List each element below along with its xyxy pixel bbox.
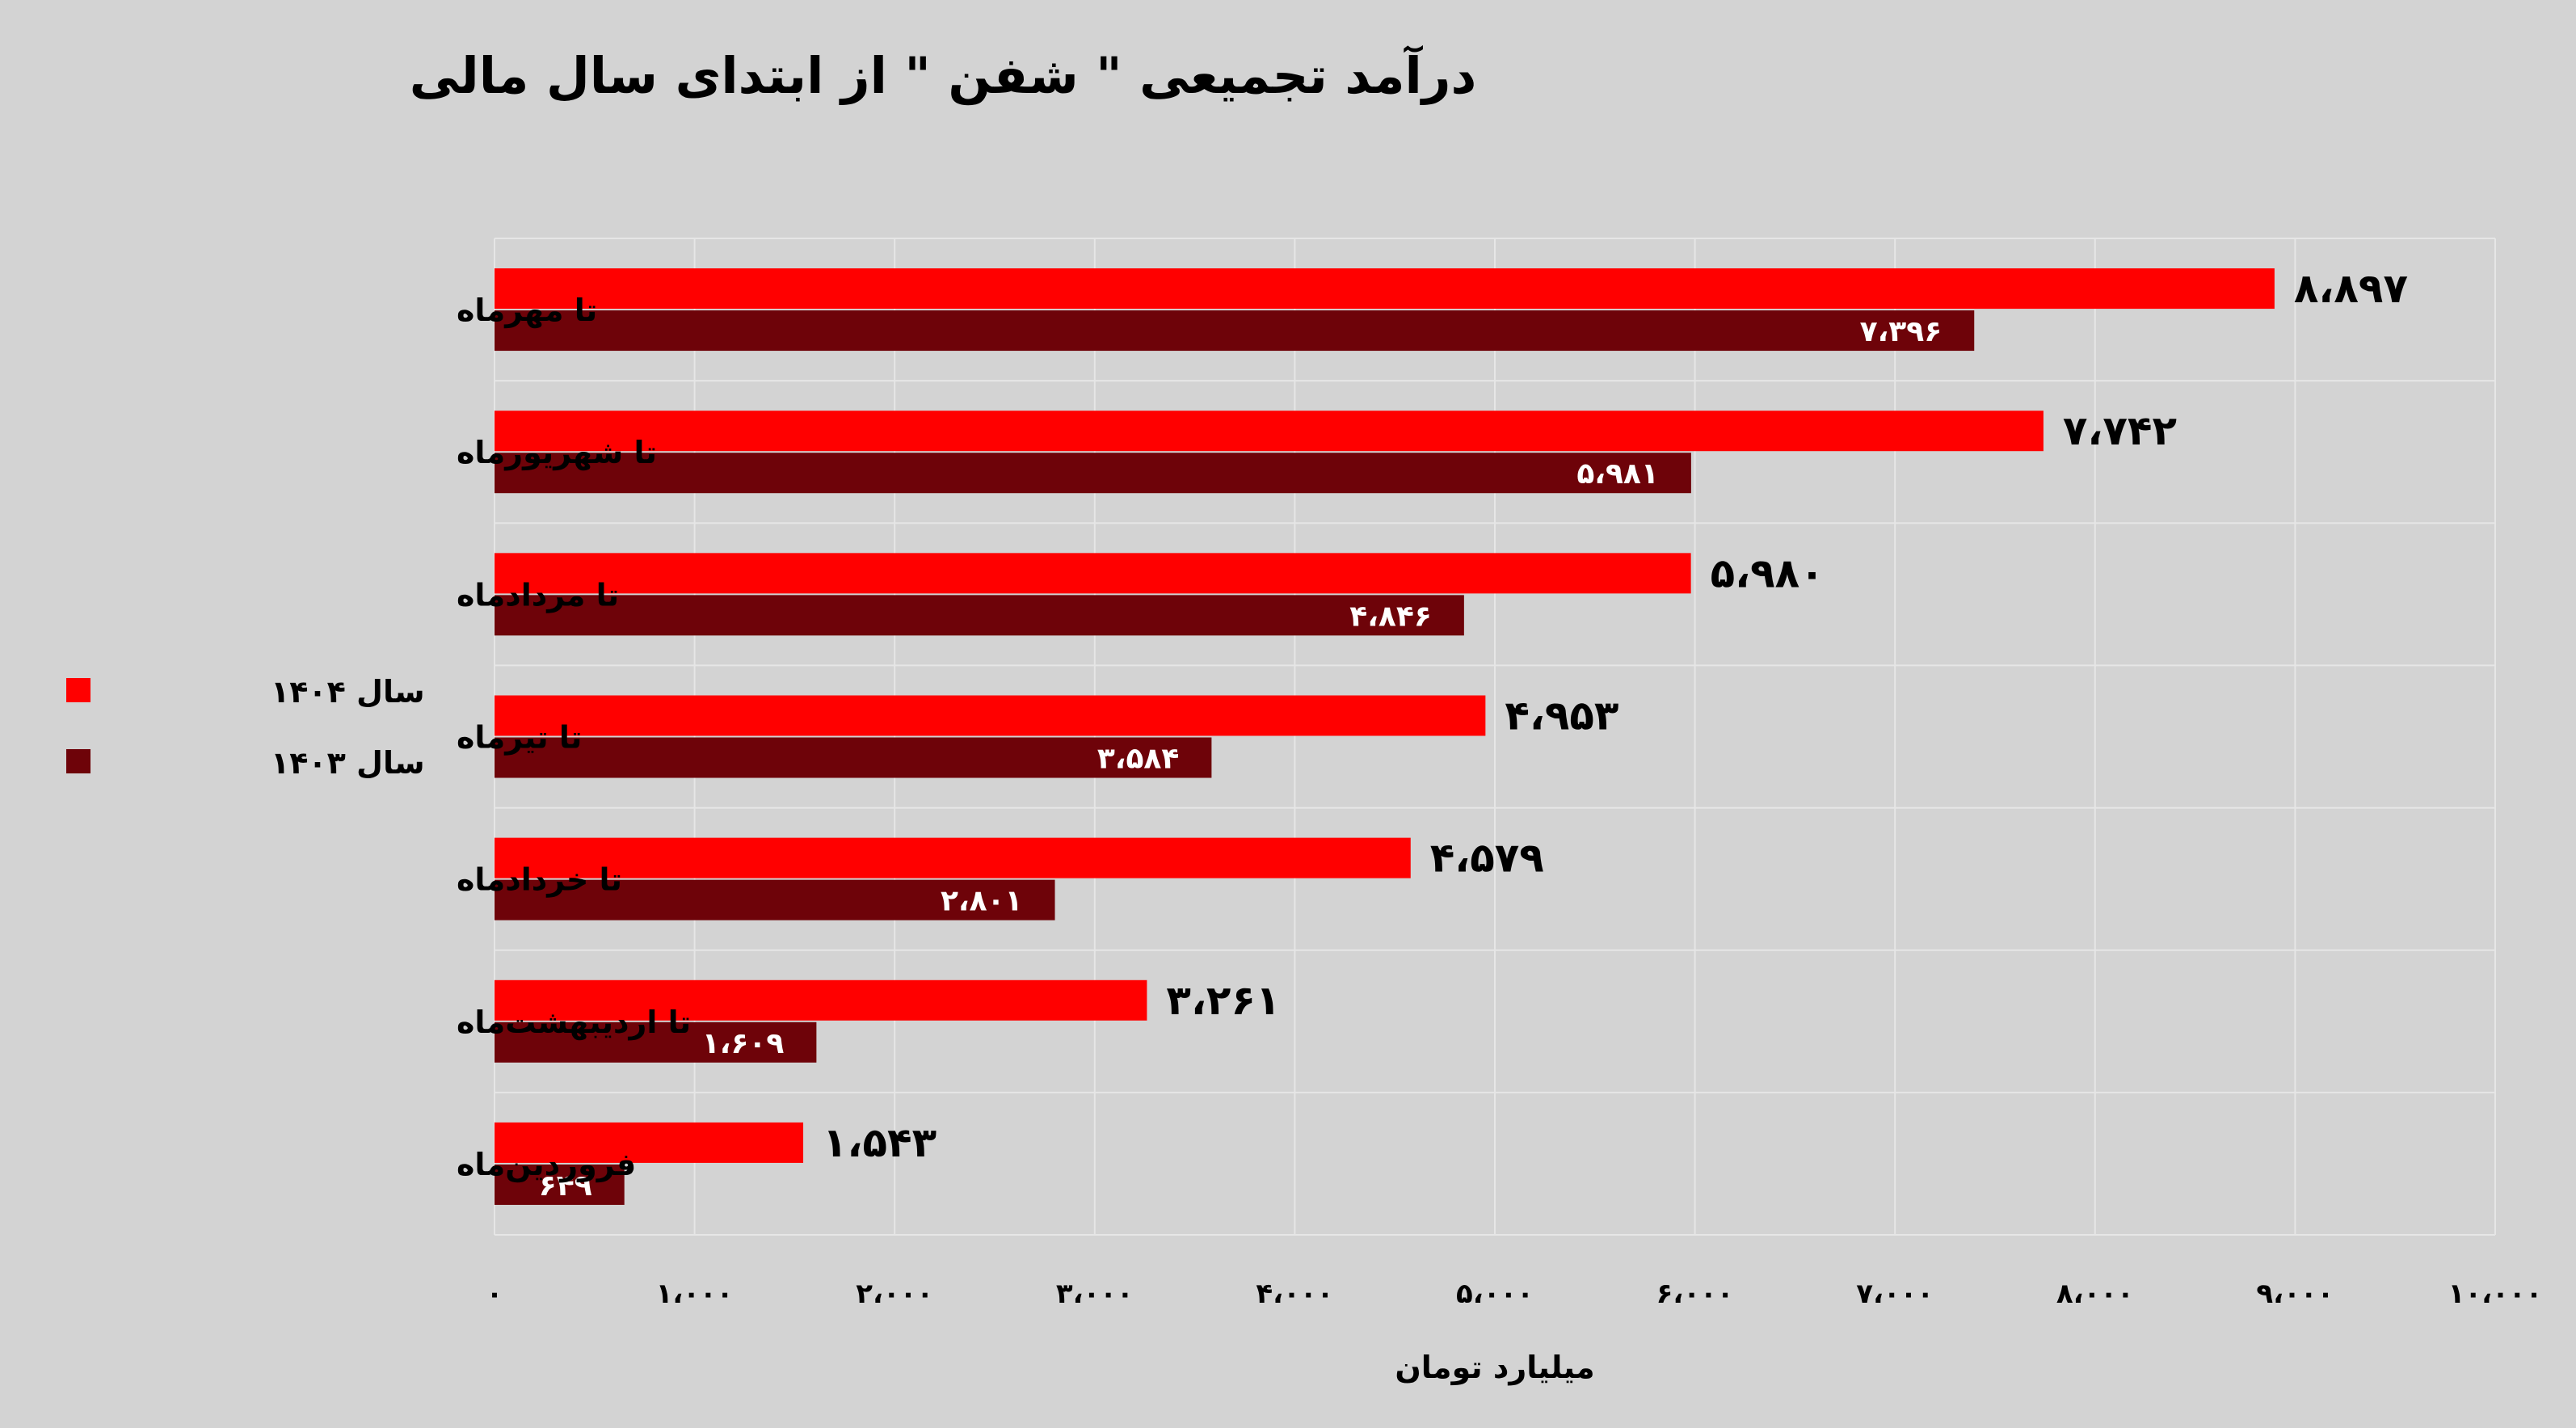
bar-1403-3 [495,737,1212,778]
category-label-0: تا مهرماه [457,293,597,328]
legend-label-0: سال ۱۴۰۴ [271,674,425,710]
data-label-1404-0: ۸،۸۹۷ [2294,265,2408,312]
chart-title: درآمد تجمیعی " شفن " از ابتدای سال مالی [410,44,1477,105]
x-tick-label-9: ۹،۰۰۰ [2256,1278,2334,1310]
category-label-5: تا اردیبهشت‌ماه [457,1005,691,1040]
data-labels: ۸،۸۹۷ ۷،۳۹۶ ۷،۷۴۲ ۵،۹۸۱ ۵،۹۸۰ ۴،۸۴۶ ۴،۹۵۳ ۳،۵۸۴… [539,265,2408,1203]
bar-1403-1 [495,453,1691,494]
bar-1404-1 [495,411,2044,452]
data-label-1404-5: ۳،۲۶۱ [1166,977,1280,1024]
x-tick-label-2: ۲،۰۰۰ [856,1278,933,1310]
category-label-3: تا تیرماه [457,720,582,756]
data-label-1403-6: ۶۴۹ [539,1169,592,1203]
grid-lines [494,238,2496,1236]
data-label-1403-4: ۲،۸۰۱ [941,885,1023,918]
data-label-1404-4: ۴،۵۷۹ [1430,835,1544,882]
x-axis-label: میلیارد تومان [1395,1350,1594,1385]
x-tick-label-5: ۵،۰۰۰ [1456,1278,1534,1310]
data-label-1404-6: ۱،۵۴۳ [823,1119,937,1166]
legend: سال ۱۴۰۴ سال ۱۴۰۳ [66,674,425,781]
data-label-1403-0: ۷،۳۹۶ [1860,315,1943,348]
x-axis-ticks: ۰ ۱،۰۰۰ ۲،۰۰۰ ۳،۰۰۰ ۴،۰۰۰ ۵،۰۰۰ ۶،۰۰۰ ۷،۰۰۰ ۸،۰۰… [486,1278,2543,1310]
x-tick-label-8: ۸،۰۰۰ [2056,1278,2134,1310]
category-label-2: تا مردادماه [457,577,619,613]
x-tick-label-10: ۱۰،۰۰۰ [2448,1278,2543,1310]
x-tick-label-1: ۱،۰۰۰ [656,1278,734,1310]
bar-1404-2 [495,553,1691,594]
bar-1403-5 [495,1022,817,1063]
bar-1404-3 [495,695,1486,736]
x-tick-label-6: ۶،۰۰۰ [1656,1278,1734,1310]
category-label-6: فروردین‌ماه [457,1147,636,1183]
category-label-1: تا شهریورماه [457,435,657,470]
legend-swatch-1 [66,749,90,773]
data-label-1403-3: ۳،۵۸۴ [1097,743,1180,776]
x-tick-label-7: ۷،۰۰۰ [1856,1278,1934,1310]
bar-1404-5 [495,979,1147,1021]
bars [495,268,2275,1205]
legend-swatch-0 [66,678,90,702]
bar-1403-6 [495,1164,625,1205]
category-label-4: تا خردادماه [457,862,622,898]
bar-1404-6 [495,1122,804,1163]
data-label-1404-1: ۷،۷۴۲ [2063,407,2177,454]
data-label-1403-1: ۵،۹۸۱ [1576,457,1659,491]
bar-1403-0 [495,310,1975,352]
data-label-1403-5: ۱،۶۰۹ [702,1027,785,1060]
bar-1403-2 [495,595,1464,636]
data-label-1404-2: ۵،۹۸۰ [1711,550,1825,596]
data-label-1403-2: ۴،۸۴۶ [1349,600,1432,633]
bar-1404-4 [495,837,1411,878]
x-tick-label-3: ۳،۰۰۰ [1056,1278,1134,1310]
x-tick-label-0: ۰ [486,1278,503,1310]
data-label-1404-3: ۴،۹۵۳ [1505,693,1618,739]
x-tick-label-4: ۴،۰۰۰ [1256,1278,1333,1310]
legend-label-1: سال ۱۴۰۳ [271,745,425,781]
bar-1404-0 [495,268,2275,310]
bar-1403-4 [495,879,1055,920]
category-labels: تا مهرماه تا شهریورماه تا مردادماه تا تیرما… [457,293,691,1183]
